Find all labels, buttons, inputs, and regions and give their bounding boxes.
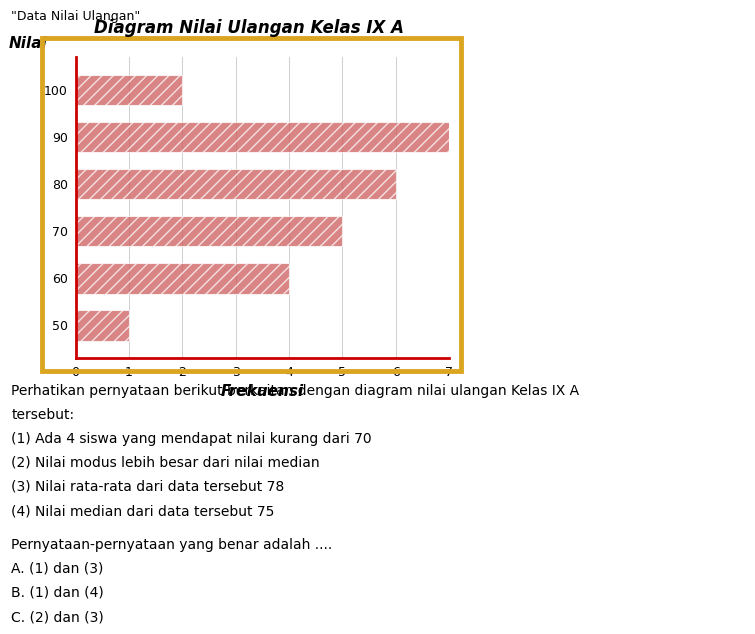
Text: Perhatikan pernyataan berikut berkaitan dengan diagram nilai ulangan Kelas IX A: Perhatikan pernyataan berikut berkaitan …	[11, 384, 579, 398]
Bar	[76, 263, 289, 294]
Text: Nilai: Nilai	[8, 36, 47, 51]
Text: (3) Nilai rata-rata dari data tersebut 78: (3) Nilai rata-rata dari data tersebut 7…	[11, 480, 285, 494]
Text: Diagram Nilai Ulangan Kelas IX A: Diagram Nilai Ulangan Kelas IX A	[94, 19, 404, 37]
Text: C. (2) dan (3): C. (2) dan (3)	[11, 610, 104, 624]
Bar	[76, 216, 343, 247]
X-axis label: Frekuensi: Frekuensi	[220, 384, 304, 399]
Text: tersebut:: tersebut:	[11, 408, 75, 422]
Text: (2) Nilai modus lebih besar dari nilai median: (2) Nilai modus lebih besar dari nilai m…	[11, 456, 320, 470]
Text: (4) Nilai median dari data tersebut 75: (4) Nilai median dari data tersebut 75	[11, 504, 275, 518]
Bar	[76, 122, 449, 152]
Text: (1) Ada 4 siswa yang mendapat nilai kurang dari 70: (1) Ada 4 siswa yang mendapat nilai kura…	[11, 432, 372, 446]
Bar	[76, 310, 129, 340]
Text: "Data Nilai Ulangan": "Data Nilai Ulangan"	[11, 10, 140, 23]
Text: B. (1) dan (4): B. (1) dan (4)	[11, 586, 104, 600]
Bar	[76, 75, 182, 105]
Bar	[76, 169, 396, 200]
Text: A. (1) dan (3): A. (1) dan (3)	[11, 562, 103, 576]
Text: Pernyataan-pernyataan yang benar adalah ....: Pernyataan-pernyataan yang benar adalah …	[11, 538, 332, 552]
